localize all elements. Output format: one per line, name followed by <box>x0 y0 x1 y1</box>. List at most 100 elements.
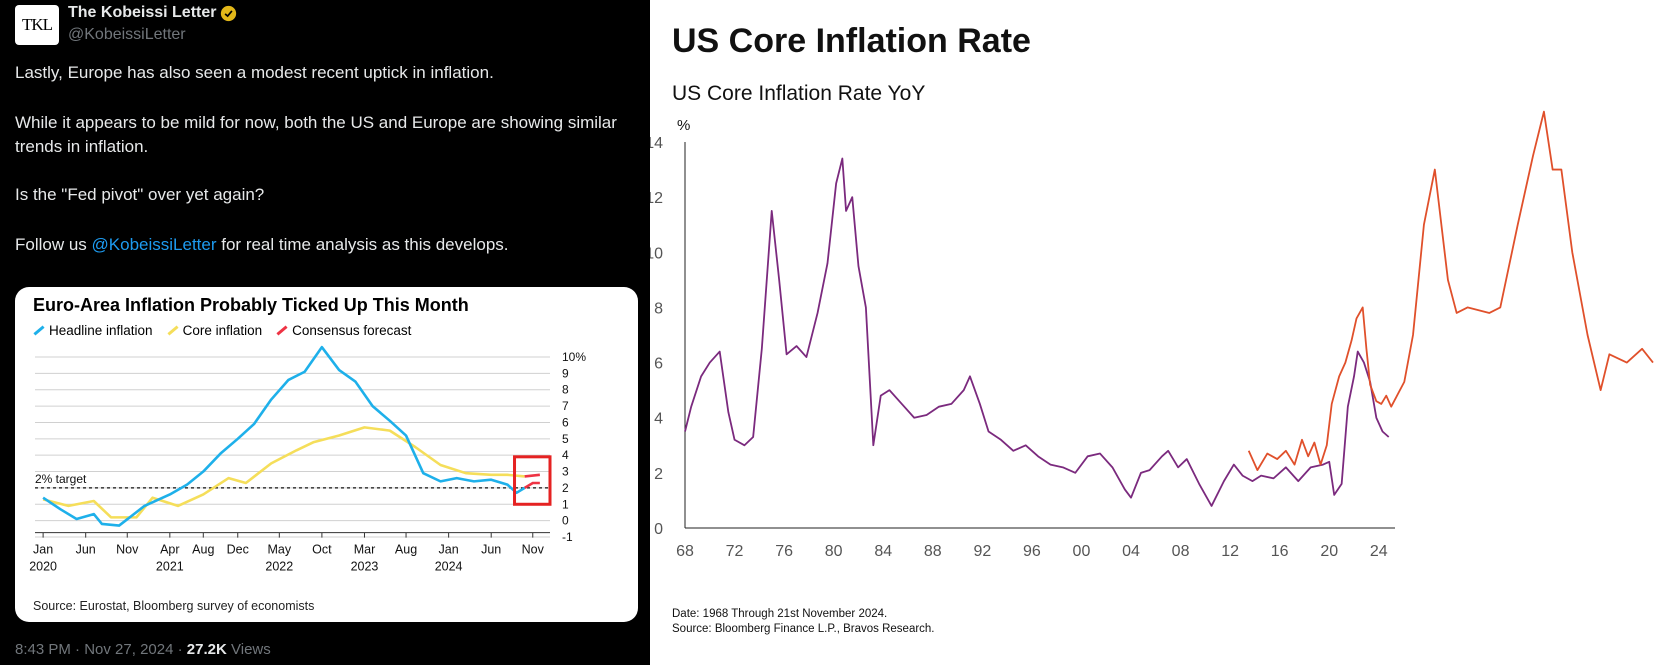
y-tick-label: 10 <box>650 245 663 262</box>
author-name[interactable]: The Kobeissi Letter <box>68 4 237 22</box>
x-tick-year: 2022 <box>265 560 293 574</box>
x-tick-label: 24 <box>1370 543 1388 560</box>
x-tick-label: 04 <box>1122 543 1140 560</box>
us-chart-title: US Core Inflation Rate <box>672 22 1031 60</box>
y-tick-label: 6 <box>654 356 663 373</box>
tweet-text-2: While it appears to be mild for now, bot… <box>15 113 617 156</box>
x-tick-label: Dec <box>227 543 249 557</box>
legend-consensus-label: Consensus forecast <box>292 323 412 338</box>
us-chart-panel: US Core Inflation Rate US Core Inflation… <box>650 0 1670 665</box>
legend-headline-label: Headline inflation <box>49 323 153 338</box>
tweet-meta: 8:43 PM · Nov 27, 2024 · 27.2K Views <box>15 641 271 658</box>
x-tick-label: Mar <box>354 543 376 557</box>
tweet-date[interactable]: Nov 27, 2024 <box>84 641 174 658</box>
y-tick-label: 2 <box>562 481 569 495</box>
mention-link[interactable]: @KobeissiLetter <box>91 235 217 254</box>
avatar[interactable]: TKL <box>15 5 59 45</box>
euro-chart-legend: Headline inflation Core inflation Consen… <box>33 323 411 338</box>
us-core-purple-line <box>684 157 1390 507</box>
x-tick-label: Aug <box>395 543 417 557</box>
x-tick-label: Jun <box>481 543 501 557</box>
y-tick-label: 5 <box>562 432 569 446</box>
x-tick-label: 72 <box>726 543 744 560</box>
us-chart-note-date: Date: 1968 Through 21st November 2024. <box>672 608 888 620</box>
legend-core-marker <box>167 325 179 336</box>
avatar-text: TKL <box>21 15 53 34</box>
legend-headline: Headline inflation <box>33 323 153 338</box>
tweet-text-1: Lastly, Europe has also seen a modest re… <box>15 63 494 82</box>
y-tick-label: 9 <box>562 366 569 380</box>
x-tick-label: Jun <box>76 543 96 557</box>
x-tick-label: Jan <box>439 543 459 557</box>
us-core-orange-line <box>1247 110 1654 472</box>
y-tick-label: -1 <box>562 530 573 544</box>
x-tick-label: 68 <box>676 543 694 560</box>
author-handle[interactable]: @KobeissiLetter <box>68 26 186 43</box>
x-tick-label: 80 <box>825 543 843 560</box>
x-tick-year: 2023 <box>351 560 379 574</box>
y-tick-label: 4 <box>562 448 569 462</box>
x-tick-label: Nov <box>116 543 139 557</box>
euro-chart-title: Euro-Area Inflation Probably Ticked Up T… <box>33 295 469 315</box>
author-name-text: The Kobeissi Letter <box>68 4 217 21</box>
tweet-text-3: Is the "Fed pivot" over yet again? <box>15 185 265 204</box>
y-tick-label: 8 <box>562 383 569 397</box>
legend-core-label: Core inflation <box>182 323 263 338</box>
headline-line <box>42 345 526 527</box>
x-tick-label: Apr <box>160 543 179 557</box>
consensus-line <box>523 481 540 490</box>
x-tick-label: 84 <box>874 543 892 560</box>
x-tick-label: 00 <box>1073 543 1091 560</box>
y-axis-label: % <box>677 117 690 134</box>
x-tick-label: 08 <box>1172 543 1190 560</box>
x-tick-label: 16 <box>1271 543 1289 560</box>
legend-headline-marker <box>33 325 45 336</box>
x-tick-year: 2020 <box>29 560 57 574</box>
y-tick-label: 2 <box>654 466 663 483</box>
x-tick-label: Jan <box>33 543 53 557</box>
x-tick-label: 92 <box>973 543 991 560</box>
x-tick-label: 88 <box>924 543 942 560</box>
x-tick-label: 20 <box>1320 543 1338 560</box>
tweet-panel: TKL The Kobeissi Letter @KobeissiLetter … <box>0 0 650 665</box>
y-tick-label: 3 <box>562 465 569 479</box>
x-tick-label: Aug <box>192 543 214 557</box>
x-tick-label: Oct <box>312 543 332 557</box>
us-chart-plot: %024681012146872768084889296000408121620… <box>650 110 1654 560</box>
x-tick-label: 96 <box>1023 543 1041 560</box>
consensus-core-line <box>524 473 541 478</box>
target-label: 2% target <box>35 472 87 486</box>
y-tick-label: 7 <box>562 399 569 413</box>
core-line <box>42 426 525 519</box>
y-tick-label: 6 <box>562 415 569 429</box>
x-tick-label: 76 <box>775 543 793 560</box>
y-tick-label: 0 <box>654 521 663 538</box>
us-chart-subtitle: US Core Inflation Rate YoY <box>672 82 926 105</box>
y-tick-label: 0 <box>562 514 569 528</box>
y-tick-label: 8 <box>654 300 663 317</box>
euro-chart-source: Source: Eurostat, Bloomberg survey of ec… <box>33 599 315 613</box>
x-tick-year: 2021 <box>156 560 184 574</box>
views-label: Views <box>231 641 271 658</box>
y-tick-label: 1 <box>562 497 569 511</box>
views-count: 27.2K <box>186 641 227 658</box>
euro-chart-plot: 10% 9 8 7 6 5 4 3 2 1 0 -1 2% target Jan 2020 Jun Nov Apr… <box>29 345 586 574</box>
x-tick-label: 12 <box>1221 543 1239 560</box>
legend-consensus-marker <box>276 325 288 336</box>
tweet-time[interactable]: 8:43 PM <box>15 641 71 658</box>
x-tick-year: 2024 <box>435 560 463 574</box>
verified-badge-icon <box>221 5 237 21</box>
tweet-text-4: Follow us @KobeissiLetter for real time … <box>15 233 635 257</box>
tweet-text-4-post: for real time analysis as this develops. <box>216 235 509 254</box>
y-tick-label: 14 <box>650 135 663 152</box>
x-tick-label: Nov <box>522 543 545 557</box>
us-chart-note-source: Source: Bloomberg Finance L.P., Bravos R… <box>672 623 935 635</box>
tweet-text-4-pre: Follow us <box>15 235 92 254</box>
y-tick-label: 10% <box>562 350 586 364</box>
x-tick-label: May <box>268 543 292 557</box>
euro-chart-card[interactable]: Euro-Area Inflation Probably Ticked Up T… <box>15 287 638 622</box>
y-tick-label: 4 <box>654 411 663 428</box>
y-tick-label: 12 <box>650 190 663 207</box>
legend-core: Core inflation <box>167 323 263 338</box>
legend-consensus: Consensus forecast <box>276 323 411 338</box>
